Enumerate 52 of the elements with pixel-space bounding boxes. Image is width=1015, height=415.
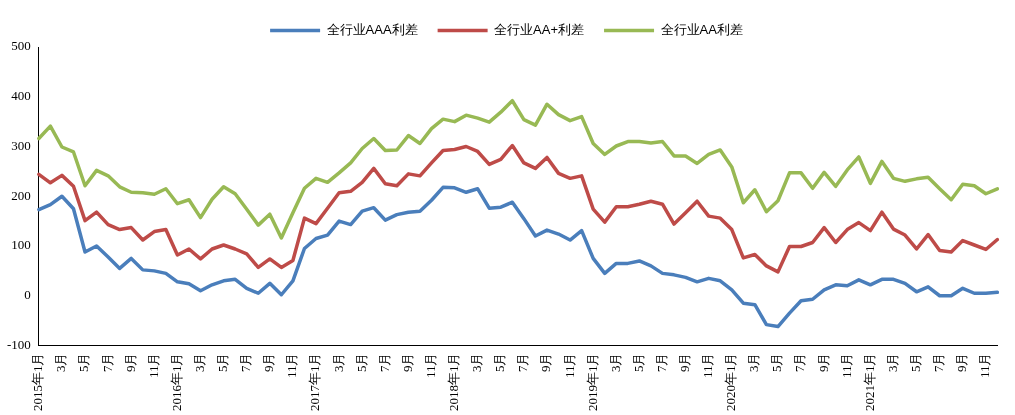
x-tick-label: 2018年1月: [446, 352, 462, 411]
x-tick-label: 7月: [792, 352, 808, 372]
x-tick-label: 7月: [653, 352, 669, 372]
y-tick-label: 200: [11, 187, 31, 203]
x-tick-label: 9月: [261, 352, 277, 372]
legend-label: 全行业AA利差: [660, 22, 743, 38]
x-tick-label: 9月: [399, 352, 415, 372]
x-tick-label: 2015年1月: [30, 352, 46, 411]
x-tick-label: 3月: [191, 352, 207, 372]
x-tick-label: 2020年1月: [723, 352, 739, 411]
y-tick-label: 100: [11, 237, 31, 253]
x-tick-label: 11月: [561, 352, 577, 379]
x-tick-label: 3月: [330, 352, 346, 372]
x-tick-label: 3月: [884, 352, 900, 372]
x-tick-label: 5月: [769, 352, 785, 372]
x-tick-label: 11月: [284, 352, 300, 379]
x-tick-label: 3月: [53, 352, 69, 372]
x-tick-label: 7月: [931, 352, 947, 372]
x-tick-label: 11月: [977, 352, 993, 379]
x-tick-label: 2021年1月: [861, 352, 877, 411]
x-tick-label: 11月: [422, 352, 438, 379]
x-tick-label: 11月: [145, 352, 161, 379]
y-tick-label: 400: [11, 88, 31, 104]
x-tick-label: 5月: [76, 352, 92, 372]
x-tick-label: 9月: [815, 352, 831, 372]
y-tick-label: 300: [11, 137, 31, 153]
x-tick-label: 5月: [907, 352, 923, 372]
x-tick-label: 11月: [700, 352, 716, 379]
x-tick-label: 9月: [122, 352, 138, 372]
x-tick-label: 9月: [538, 352, 554, 372]
x-tick-label: 2017年1月: [307, 352, 323, 411]
x-tick-label: 7月: [238, 352, 254, 372]
y-tick-label: 0: [24, 287, 31, 303]
x-tick-label: 7月: [99, 352, 115, 372]
x-tick-label: 9月: [677, 352, 692, 372]
x-tick-label: 5月: [353, 352, 369, 372]
x-tick-label: 3月: [746, 352, 762, 372]
legend-label: 全行业AA+利差: [494, 22, 585, 38]
x-tick-label: 2016年1月: [168, 352, 184, 411]
x-tick-label: 2019年1月: [584, 352, 600, 411]
y-tick-label: 500: [11, 38, 31, 54]
x-tick-label: 5月: [630, 352, 646, 372]
x-tick-label: 3月: [469, 352, 485, 372]
x-tick-label: 5月: [492, 352, 508, 372]
x-tick-label: 11月: [838, 352, 854, 379]
x-tick-label: 7月: [376, 352, 392, 372]
x-tick-label: 3月: [607, 352, 623, 372]
x-tick-label: 7月: [515, 352, 531, 372]
legend-label: 全行业AAA利差: [326, 22, 418, 38]
x-tick-label: 9月: [954, 352, 970, 372]
x-tick-label: 5月: [215, 352, 231, 372]
y-tick-label: -100: [6, 336, 31, 352]
